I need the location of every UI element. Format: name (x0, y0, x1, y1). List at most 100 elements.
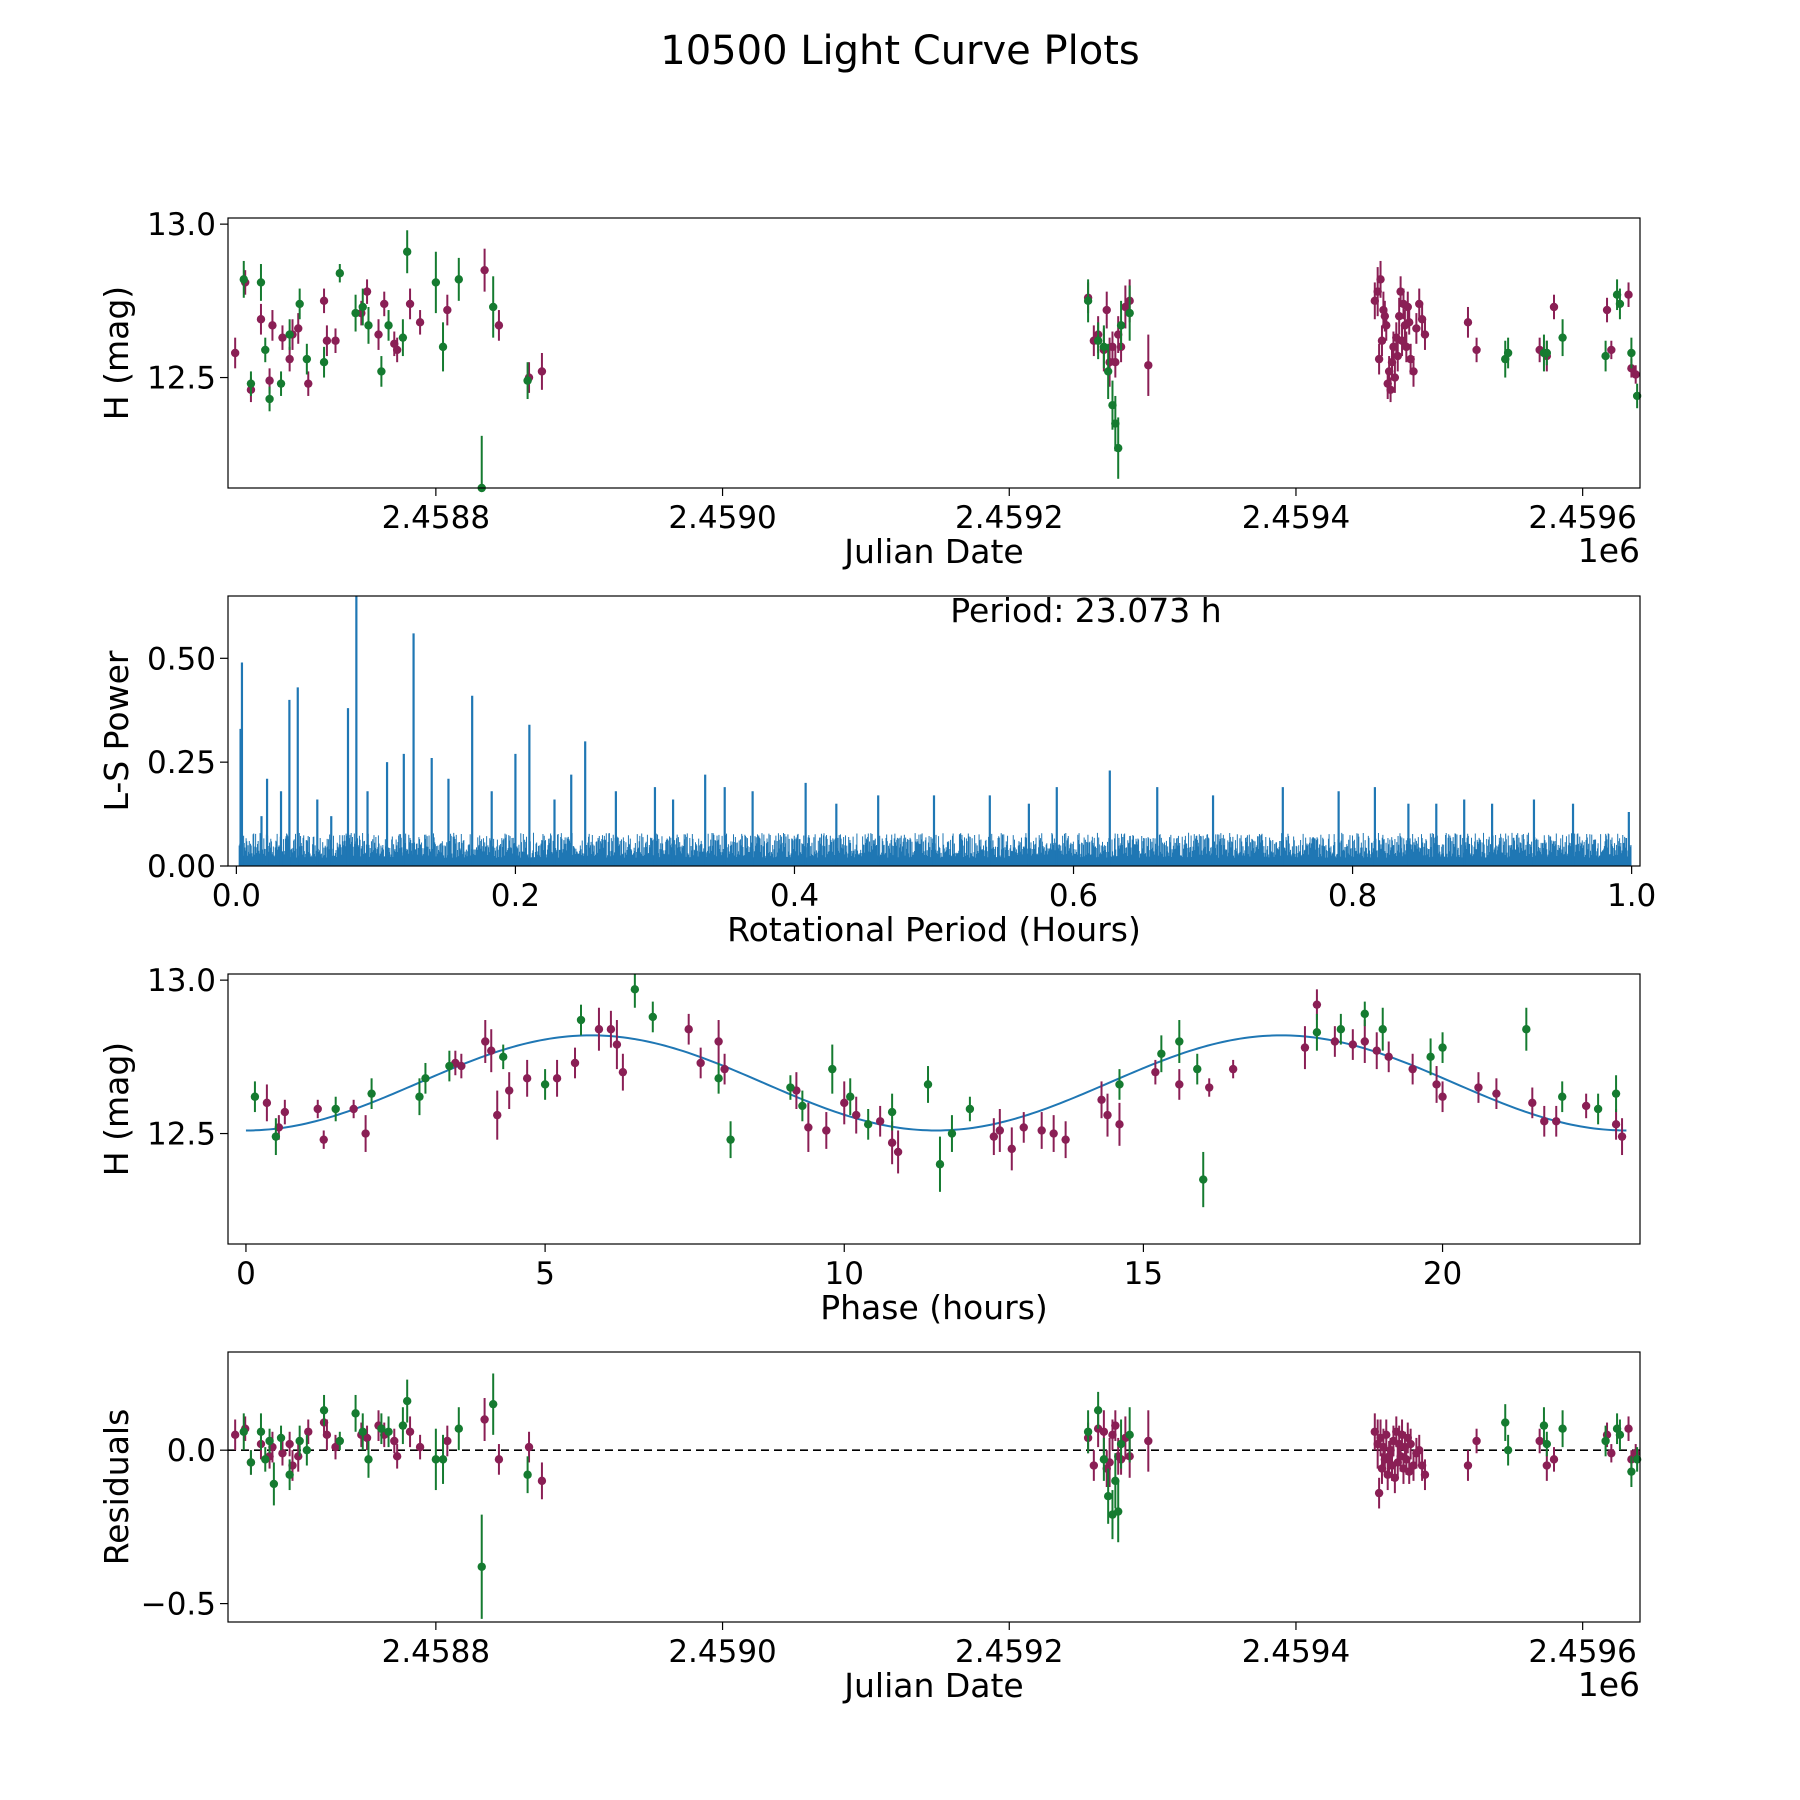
phased-point (1157, 1050, 1165, 1058)
lightcurve-point (1144, 361, 1152, 369)
phased-point (1199, 1175, 1207, 1183)
lightcurve-point (285, 330, 293, 338)
lightcurve-point (495, 321, 503, 329)
phased-point (1528, 1099, 1536, 1107)
phased-point (876, 1117, 884, 1125)
lightcurve-point (364, 321, 372, 329)
phased-point (487, 1047, 495, 1055)
phased-xtick-label: 5 (535, 1256, 555, 1292)
lightcurve-point (1607, 346, 1615, 354)
lightcurve-ylabel: H (mag) (97, 286, 136, 420)
lightcurve-point (1404, 303, 1412, 311)
periodogram-xtick-label: 1.0 (1607, 878, 1656, 914)
phased-point (1349, 1040, 1357, 1048)
figure-background (0, 0, 1800, 1800)
phased-point (314, 1105, 322, 1113)
residuals-point (1382, 1431, 1390, 1439)
residuals-point (403, 1397, 411, 1405)
residuals-xtick-label: 2.4588 (382, 1634, 490, 1670)
phased-point (726, 1135, 734, 1143)
lightcurve-xtick-label: 2.4592 (955, 500, 1063, 536)
residuals-point (489, 1400, 497, 1408)
lightcurve-point (1601, 352, 1609, 360)
residuals-point (1601, 1437, 1609, 1445)
residuals-xtick-label: 2.4594 (1242, 1634, 1350, 1670)
phased-point (493, 1111, 501, 1119)
lightcurve-point (538, 367, 546, 375)
residuals-point (480, 1415, 488, 1423)
lightcurve-point (1421, 330, 1429, 338)
phased-point (1151, 1068, 1159, 1076)
lightcurve-point (320, 358, 328, 366)
residuals-point (1384, 1471, 1392, 1479)
phased-point (251, 1093, 259, 1101)
lightcurve-point (320, 297, 328, 305)
residuals-point (416, 1443, 424, 1451)
periodogram-xtick-label: 0.8 (1328, 878, 1377, 914)
phased-point (888, 1139, 896, 1147)
lightcurve-point (1405, 318, 1413, 326)
periodogram-xtick-label: 0.0 (212, 878, 261, 914)
residuals-point (1535, 1437, 1543, 1445)
residuals-point (265, 1437, 273, 1445)
phased-point (966, 1105, 974, 1113)
phased-point (523, 1074, 531, 1082)
phased-point (1175, 1080, 1183, 1088)
lightcurve-point (489, 303, 497, 311)
phased-point (1115, 1080, 1123, 1088)
phased-point (798, 1102, 806, 1110)
lightcurve-point (1375, 355, 1383, 363)
residuals-point (406, 1428, 414, 1436)
phased-point (499, 1053, 507, 1061)
residuals-point (295, 1437, 303, 1445)
lightcurve-point (393, 346, 401, 354)
phased-point (1103, 1111, 1111, 1119)
residuals-point (278, 1449, 286, 1457)
phased-point (1426, 1053, 1434, 1061)
phased-point (619, 1068, 627, 1076)
lightcurve-point (1378, 337, 1386, 345)
lightcurve-point (331, 337, 339, 345)
phased-point (281, 1108, 289, 1116)
phased-point (1379, 1025, 1387, 1033)
phased-point (1474, 1083, 1482, 1091)
lightcurve-xlabel: Julian Date (842, 532, 1024, 571)
residuals-ytick-label: 0.0 (167, 1433, 216, 1469)
phased-point (649, 1013, 657, 1021)
phased-point (1361, 1037, 1369, 1045)
lightcurve-point (1114, 444, 1122, 452)
phased-point (1432, 1080, 1440, 1088)
residuals-point (1406, 1440, 1414, 1448)
lightcurve-point (304, 379, 312, 387)
residuals-point (294, 1452, 302, 1460)
phased-point (1612, 1089, 1620, 1097)
phased-point (996, 1126, 1004, 1134)
residuals-point (320, 1406, 328, 1414)
phased-point (948, 1129, 956, 1137)
lightcurve-point (1464, 318, 1472, 326)
residuals-point (1472, 1437, 1480, 1445)
phased-point (349, 1105, 357, 1113)
phased-point (1438, 1093, 1446, 1101)
phased-point (936, 1160, 944, 1168)
periodogram-ytick-label: 0.25 (147, 745, 216, 781)
residuals-point (336, 1437, 344, 1445)
phased-point (894, 1148, 902, 1156)
phased-point (1337, 1025, 1345, 1033)
lightcurve-point (1381, 312, 1389, 320)
residuals-point (1375, 1489, 1383, 1497)
lightcurve-point (1100, 343, 1108, 351)
phased-point (1193, 1065, 1201, 1073)
residuals-point (443, 1437, 451, 1445)
lightcurve-point (1624, 291, 1632, 299)
lightcurve-point (1103, 306, 1111, 314)
phased-point (840, 1099, 848, 1107)
phased-point (1049, 1129, 1057, 1137)
lightcurve-point (1084, 297, 1092, 305)
phased-point (846, 1093, 854, 1101)
phased-point (684, 1025, 692, 1033)
residuals-point (1100, 1428, 1108, 1436)
residuals-point (478, 1563, 486, 1571)
phased-point (1385, 1053, 1393, 1061)
residuals-point (364, 1455, 372, 1463)
